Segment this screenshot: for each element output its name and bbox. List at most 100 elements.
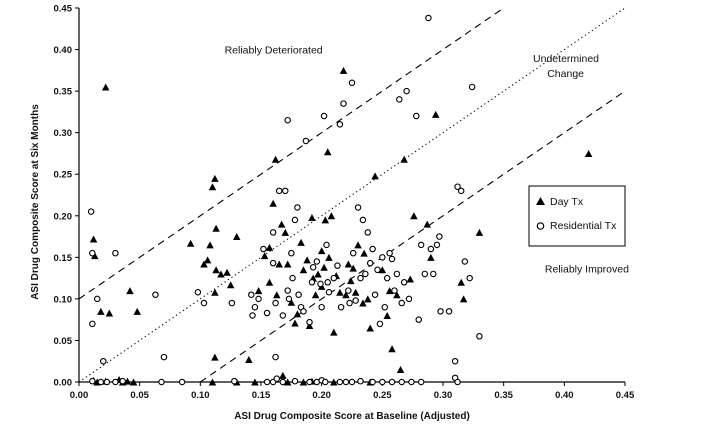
- day-tx-point: [254, 287, 263, 295]
- day-tx-point: [281, 228, 290, 236]
- residential-tx-point: [284, 116, 291, 124]
- y-tick-label: 0.10: [54, 294, 73, 305]
- residential-tx-point: [89, 377, 96, 385]
- annotations: Reliably Deteriorated Undetermined Change R…: [225, 45, 630, 276]
- residential-tx-point: [342, 378, 350, 386]
- day-tx-point: [359, 299, 367, 307]
- day-tx-point: [321, 216, 330, 224]
- residential-tx-point: [251, 303, 259, 311]
- residential-tx-point: [427, 245, 435, 253]
- triangle-icon: [536, 197, 545, 205]
- residential-tx-point: [112, 378, 119, 386]
- residential-tx-point: [294, 204, 301, 211]
- residential-tx-point: [383, 274, 391, 282]
- day-tx-point: [208, 378, 217, 386]
- day-tx-point: [327, 212, 336, 220]
- residential-tx-point: [476, 333, 483, 340]
- residential-tx-point: [269, 229, 277, 236]
- residential-tx-point: [263, 378, 271, 386]
- residential-tx-point: [119, 377, 126, 385]
- day-tx-point: [584, 149, 593, 157]
- residential-tx-point: [260, 245, 267, 253]
- x-tick-label: 0.25: [373, 390, 392, 401]
- day-tx-point: [251, 378, 259, 386]
- residential-tx-point: [330, 274, 338, 282]
- residential-tx-point: [436, 233, 443, 240]
- x-tick-label: 0.15: [252, 390, 271, 401]
- day-tx-point: [354, 241, 362, 249]
- day-tx-point: [339, 66, 348, 74]
- x-axis-ticks: 0.00 0.05 0.10 0.15 0.20 0.25 0.30 0.35 0.40 0.45: [70, 382, 635, 401]
- day-tx-point: [293, 310, 302, 318]
- day-tx-point: [336, 288, 344, 296]
- residential-tx-point: [249, 312, 256, 319]
- day-tx-point: [223, 268, 231, 276]
- residential-tx-point: [348, 79, 356, 87]
- residential-tx-point: [403, 87, 410, 95]
- residential-tx-point: [255, 295, 262, 303]
- y-tick-label: 0.45: [54, 4, 73, 15]
- residential-tx-point: [454, 378, 461, 386]
- annotation-label: Reliably Deteriorated: [225, 45, 323, 57]
- residential-tx-point: [346, 299, 353, 307]
- day-tx-point: [217, 270, 225, 278]
- day-tx-point: [457, 278, 465, 286]
- day-tx-point: [260, 252, 269, 260]
- residential-tx-point: [89, 320, 96, 328]
- residential-tx-point: [263, 309, 271, 317]
- residential-tx-point: [352, 297, 359, 304]
- day-tx-point: [347, 277, 355, 285]
- residential-tx-point: [386, 249, 393, 257]
- day-tx-point: [459, 295, 468, 303]
- day-tx-point: [475, 228, 484, 236]
- residential-tx-point: [194, 288, 202, 296]
- residential-tx-point: [398, 299, 405, 307]
- x-tick-label: 0.20: [312, 390, 331, 401]
- x-tick-label: 0.35: [494, 390, 513, 401]
- residential-tx-point: [359, 216, 367, 224]
- residential-tx-point: [231, 377, 238, 385]
- day-tx-point: [269, 199, 277, 207]
- residential-tx-point: [376, 320, 384, 328]
- day-tx-point: [211, 288, 219, 296]
- residential-tx-point: [369, 245, 376, 253]
- residential-tx-point: [349, 249, 357, 257]
- day-tx-point: [330, 328, 338, 336]
- day-tx-point: [427, 253, 435, 261]
- residential-tx-point: [334, 262, 341, 269]
- x-tick-label: 0.05: [130, 390, 149, 401]
- day-tx-point: [308, 213, 316, 221]
- residential-tx-point: [89, 249, 96, 257]
- residential-tx-point: [369, 378, 376, 386]
- residential-tx-point: [430, 270, 437, 278]
- day-tx-point: [97, 307, 105, 315]
- residential-tx-point: [371, 291, 379, 298]
- residential-tx-point: [269, 259, 277, 267]
- day-tx-point: [410, 212, 418, 220]
- residential-tx-point: [309, 264, 317, 271]
- day-tx-point: [91, 252, 99, 260]
- day-tx-point: [129, 378, 138, 386]
- residential-tx-point: [317, 280, 324, 288]
- y-axis-title: ASI Drug Composite Score at Six Months: [30, 104, 41, 300]
- day-tx-point: [287, 298, 296, 306]
- residential-tx-point: [93, 295, 101, 303]
- legend-item-day-tx: Day Tx: [536, 196, 584, 208]
- residential-tx-point: [379, 378, 386, 386]
- day-tx-point: [203, 256, 212, 264]
- residential-tx-point: [291, 216, 299, 224]
- residential-tx-point: [284, 287, 291, 294]
- circle-icon: [536, 222, 545, 230]
- residential-tx-point: [97, 378, 105, 386]
- day-tx-point: [283, 260, 292, 268]
- day-tx-point: [275, 260, 283, 268]
- day-tx-point: [206, 241, 214, 249]
- residential-tx-point: [306, 378, 313, 386]
- residential-tx-point: [100, 357, 107, 365]
- residential-tx-point: [408, 378, 415, 386]
- day-tx-point: [291, 319, 299, 327]
- residential-tx-point: [200, 299, 208, 307]
- day-tx-point: [211, 174, 219, 182]
- residential-tx-point: [457, 187, 465, 195]
- x-tick-label: 0.00: [70, 390, 89, 401]
